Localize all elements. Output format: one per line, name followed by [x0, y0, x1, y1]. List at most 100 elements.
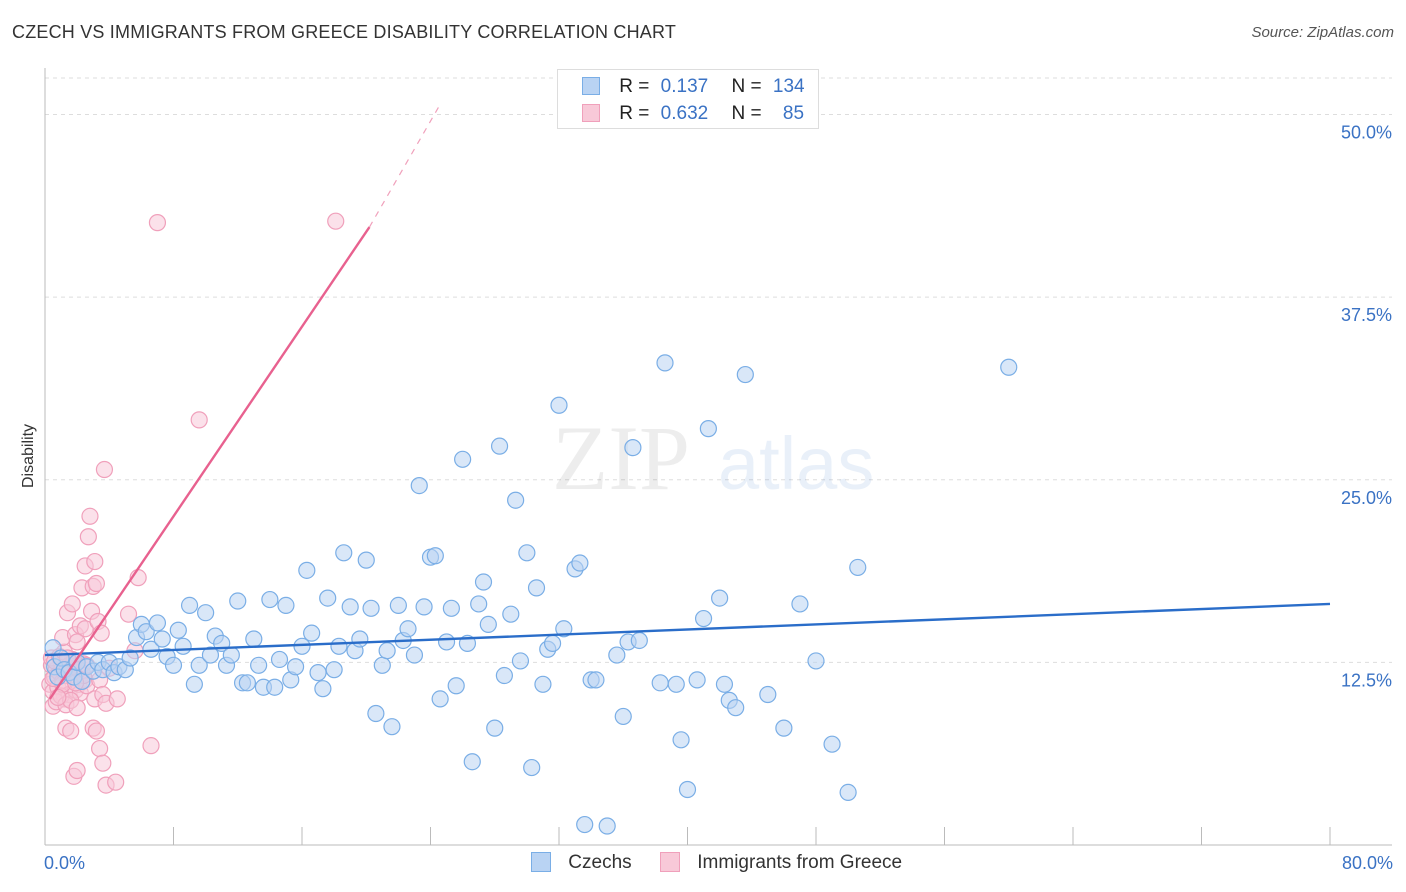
czech-point — [672, 731, 690, 749]
czech-point — [383, 718, 401, 736]
y-tick-label: 12.5% — [1341, 670, 1392, 690]
legend-n-label: N = — [731, 76, 762, 97]
czech-point — [362, 599, 380, 617]
series-name-czechs: Czechs — [568, 852, 632, 873]
y-tick-label: 37.5% — [1341, 305, 1392, 325]
czech-point — [507, 491, 525, 509]
legend-swatch-czechs — [582, 77, 600, 95]
legend-r-label: R = — [619, 103, 650, 124]
czech-point — [319, 589, 337, 607]
czech-trend-line — [44, 602, 1331, 657]
czech-point — [399, 620, 417, 638]
czech-point — [367, 704, 385, 723]
greece-point — [108, 690, 126, 708]
czech-point — [667, 675, 685, 693]
czech-point — [357, 551, 375, 569]
czech-point — [169, 621, 187, 639]
series-name-greece: Immigrants from Greece — [697, 852, 903, 873]
czech-point — [587, 671, 605, 689]
czech-point — [229, 592, 247, 610]
czech-point — [309, 664, 327, 682]
czech-point — [479, 615, 497, 633]
czech-point — [727, 699, 745, 717]
watermark-atlas: atlas — [718, 422, 874, 505]
grid-lines — [45, 77, 1392, 663]
greece-point — [94, 754, 112, 772]
czech-point — [694, 609, 713, 628]
greece-point — [87, 722, 106, 740]
czech-point — [555, 620, 573, 638]
czech-point — [463, 753, 481, 771]
greece-point — [63, 595, 81, 613]
czech-point — [277, 596, 295, 615]
czech-point — [190, 656, 208, 674]
series-greece-points — [41, 212, 345, 794]
greece-point — [86, 552, 104, 571]
greece-point — [62, 722, 80, 740]
czech-point — [688, 671, 706, 689]
czech-point — [415, 598, 433, 616]
czech-point — [651, 674, 669, 692]
czech-point — [807, 652, 825, 670]
czech-point — [197, 604, 215, 622]
czech-point — [502, 605, 520, 623]
czech-point — [303, 624, 321, 642]
czech-point — [849, 558, 867, 577]
czech-point — [266, 678, 284, 696]
czech-point — [389, 596, 407, 615]
czech-point — [715, 675, 734, 693]
czech-point — [839, 783, 857, 802]
czech-point — [823, 735, 841, 753]
czech-point — [543, 634, 562, 652]
chart-title: CZECH VS IMMIGRANTS FROM GREECE DISABILI… — [12, 22, 677, 42]
czech-point — [270, 650, 289, 669]
series-swatch-czechs — [531, 852, 551, 872]
czech-point — [527, 579, 546, 597]
x-tick-label: 0.0% — [44, 853, 85, 873]
czech-point — [614, 707, 632, 726]
czech-point — [447, 677, 465, 695]
czech-point — [656, 354, 674, 372]
greece-point — [327, 212, 345, 230]
czech-point — [250, 656, 268, 674]
legend-n-greece: 85 — [782, 103, 805, 124]
czech-point — [286, 658, 305, 676]
greece-point — [148, 214, 167, 232]
czech-point — [571, 554, 589, 572]
czech-point — [164, 656, 183, 674]
czech-point — [598, 817, 616, 835]
czech-point — [426, 547, 444, 565]
series-czech-points — [44, 354, 1018, 835]
czech-point — [201, 646, 220, 664]
legend-r-label: R = — [619, 76, 650, 97]
czech-point — [699, 420, 717, 438]
czech-point — [137, 623, 155, 641]
greece-point — [190, 411, 208, 429]
series-legend-greece: Immigrants from Greece — [660, 852, 902, 874]
legend-r-czechs: 0.137 — [660, 76, 709, 97]
y-tick-label: 50.0% — [1341, 123, 1392, 143]
czech-point — [238, 674, 256, 692]
greece-point — [95, 460, 114, 479]
czech-point — [142, 640, 160, 658]
czech-point — [431, 690, 449, 708]
czech-point — [442, 599, 460, 617]
czech-point — [261, 590, 279, 609]
czech-point — [759, 685, 777, 704]
czech-point — [180, 596, 199, 615]
greece-trend-line — [48, 226, 371, 700]
czech-point — [148, 614, 167, 632]
legend-n-czechs: 134 — [772, 76, 805, 97]
legend-row-czechs: R = 0.137 N = 134 — [582, 76, 805, 98]
czech-point — [1000, 358, 1018, 376]
greece-point — [107, 773, 125, 791]
axes — [44, 68, 1392, 846]
watermark-zip: ZIP — [552, 407, 690, 509]
czech-point — [775, 719, 793, 737]
greece-point — [142, 737, 160, 755]
czech-point — [791, 595, 809, 613]
czech-point — [222, 646, 240, 664]
greece-point — [68, 699, 86, 717]
czech-point — [474, 573, 493, 591]
